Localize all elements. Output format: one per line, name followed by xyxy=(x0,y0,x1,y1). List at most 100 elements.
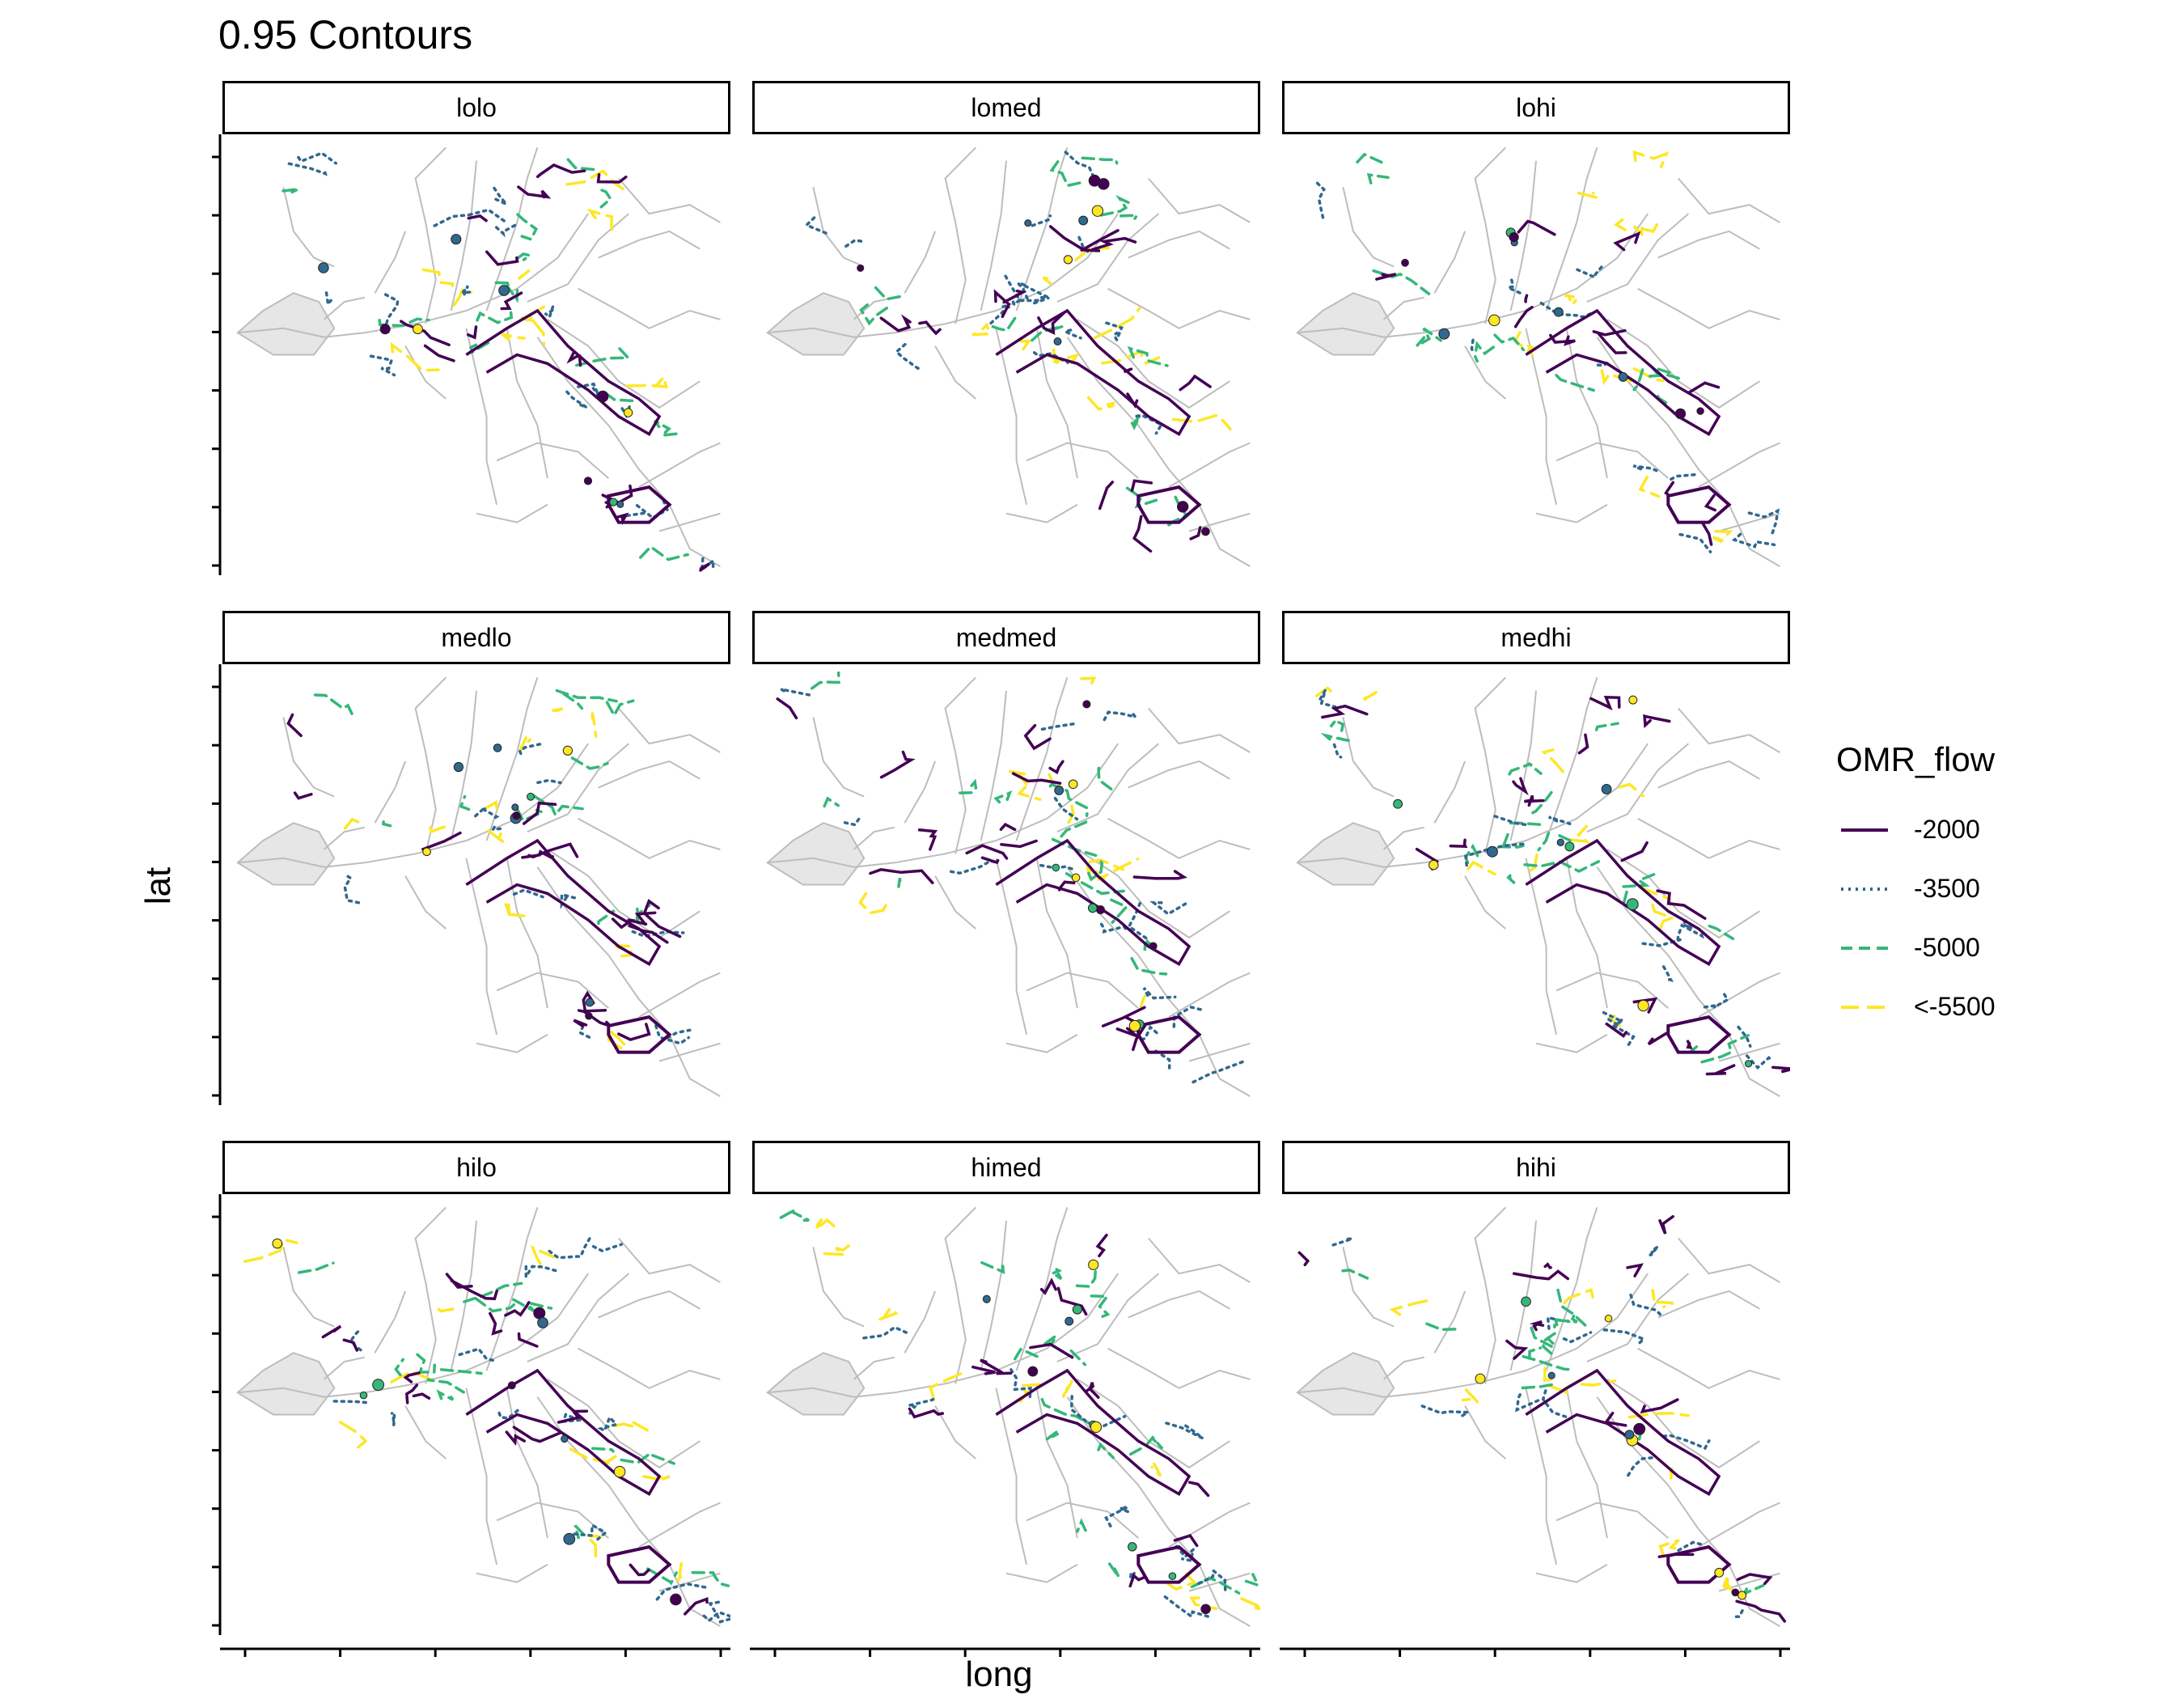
contour--3500 xyxy=(1463,842,1527,867)
contour--2000 xyxy=(505,1430,527,1447)
contour-point xyxy=(493,744,502,752)
contour--3500 xyxy=(1576,262,1606,280)
contour-lt-5500 xyxy=(586,208,616,238)
contour--2000 xyxy=(1048,760,1064,775)
contour--3500 xyxy=(1541,1389,1572,1420)
contour--3500 xyxy=(1731,532,1776,549)
contour-point xyxy=(1087,903,1098,913)
contour-point xyxy=(1626,898,1639,911)
contour-point xyxy=(1090,1421,1103,1434)
contour--2000 xyxy=(1449,838,1468,849)
facet-panel-hilo xyxy=(222,1194,730,1635)
contour--3500 xyxy=(780,688,812,697)
contour--2000 xyxy=(522,801,557,825)
contour-lower-loop xyxy=(1666,485,1732,524)
contour--2000 xyxy=(1656,889,1707,920)
contour--2000 xyxy=(342,1338,359,1352)
contour--5000 xyxy=(1052,1265,1063,1281)
basemap-waterway xyxy=(578,287,721,329)
contour-point xyxy=(527,792,535,801)
contour--2000 xyxy=(412,1392,431,1400)
contour--2000 xyxy=(293,791,313,800)
contour--3500 xyxy=(1172,1006,1206,1028)
contour-point xyxy=(1744,1060,1753,1068)
contour--3500 xyxy=(1629,1293,1665,1320)
contour--2000 xyxy=(1687,381,1721,394)
basemap-waterway xyxy=(812,1247,865,1328)
contour-point xyxy=(585,1012,593,1020)
basemap-waterway xyxy=(598,760,700,789)
contour--2000 xyxy=(1647,1032,1668,1046)
contour-lt-5500 xyxy=(1564,294,1577,308)
contour-lt-5500 xyxy=(1240,1597,1260,1611)
basemap-waterway xyxy=(414,1206,447,1384)
contour--2000 xyxy=(1577,733,1589,755)
contour--2000 xyxy=(1023,723,1052,751)
contour--3500 xyxy=(1127,901,1150,942)
contour--2000 xyxy=(421,831,462,851)
contour--3500 xyxy=(1562,1331,1593,1344)
contour--3500 xyxy=(548,1235,592,1260)
contour--2000 xyxy=(1517,219,1556,236)
contour--3500 xyxy=(1670,472,1697,481)
contour--2000 xyxy=(1080,229,1120,252)
contour-lt-5500 xyxy=(929,1369,969,1400)
legend-entry: -5000 xyxy=(1836,918,1996,977)
contour--2000 xyxy=(1620,841,1649,862)
facet-strip-lomed: lomed xyxy=(752,81,1260,134)
contour--2000 xyxy=(321,1324,342,1339)
contour--3500 xyxy=(1031,214,1052,227)
contour-loop xyxy=(465,838,662,966)
contour--5000 xyxy=(1090,1294,1111,1318)
basemap-waterway xyxy=(1107,1347,1251,1389)
legend-label: -2000 xyxy=(1914,815,1980,844)
contour-point xyxy=(982,1294,991,1303)
contour--3500 xyxy=(343,875,364,905)
contour--5000 xyxy=(394,1358,405,1377)
contour-loop xyxy=(1525,1368,1721,1496)
basemap-waterway xyxy=(1565,858,1608,1009)
contour-lt-5500 xyxy=(1139,994,1146,1008)
contour-lt-5500 xyxy=(569,1447,617,1465)
contour--2000 xyxy=(965,844,1009,860)
contour-lower-loop xyxy=(1666,1544,1732,1584)
contour--3500 xyxy=(1678,532,1712,553)
contour-lt-5500 xyxy=(243,1238,298,1263)
contour--3500 xyxy=(1607,1015,1626,1027)
contour--2000 xyxy=(1179,374,1212,392)
contour--3500 xyxy=(591,1243,624,1252)
contour-lt-5500 xyxy=(1093,307,1141,340)
basemap-waterway xyxy=(547,1379,700,1469)
basemap-waterway xyxy=(1026,442,1139,479)
contour--3500 xyxy=(518,741,546,756)
contour-lt-5500 xyxy=(531,319,546,346)
contour-lt-5500 xyxy=(878,1306,899,1321)
basemap-waterway xyxy=(1035,858,1078,1009)
contour-lt-5500 xyxy=(1061,1379,1073,1398)
contour--2000 xyxy=(1529,1320,1545,1332)
contour--5000 xyxy=(1508,761,1543,776)
contour--2000 xyxy=(1187,1481,1210,1498)
contour-lower-loop xyxy=(1136,1015,1202,1054)
contour--3500 xyxy=(1163,1595,1213,1620)
contour--2000 xyxy=(403,1371,421,1383)
basemap-waterway xyxy=(1464,875,1506,930)
basemap-waterway xyxy=(944,146,977,324)
contour-point xyxy=(372,1379,385,1392)
basemap-waterway xyxy=(767,213,1120,338)
contour--5000 xyxy=(1632,368,1644,392)
contour--2000 xyxy=(485,250,519,266)
facet-panel-lohi xyxy=(1282,134,1790,575)
basemap-bay xyxy=(1296,822,1395,886)
contour-point xyxy=(1637,999,1649,1012)
contour--3500 xyxy=(1493,815,1529,827)
contour--5000 xyxy=(989,316,1017,333)
contour--5000 xyxy=(562,692,584,710)
basemap-waterway xyxy=(767,743,1120,868)
contour--5000 xyxy=(980,1260,1005,1274)
contour--5000 xyxy=(1700,1033,1750,1064)
contour--2000 xyxy=(629,1563,650,1577)
contour-lt-5500 xyxy=(1651,1289,1674,1309)
contour--5000 xyxy=(1622,871,1659,888)
